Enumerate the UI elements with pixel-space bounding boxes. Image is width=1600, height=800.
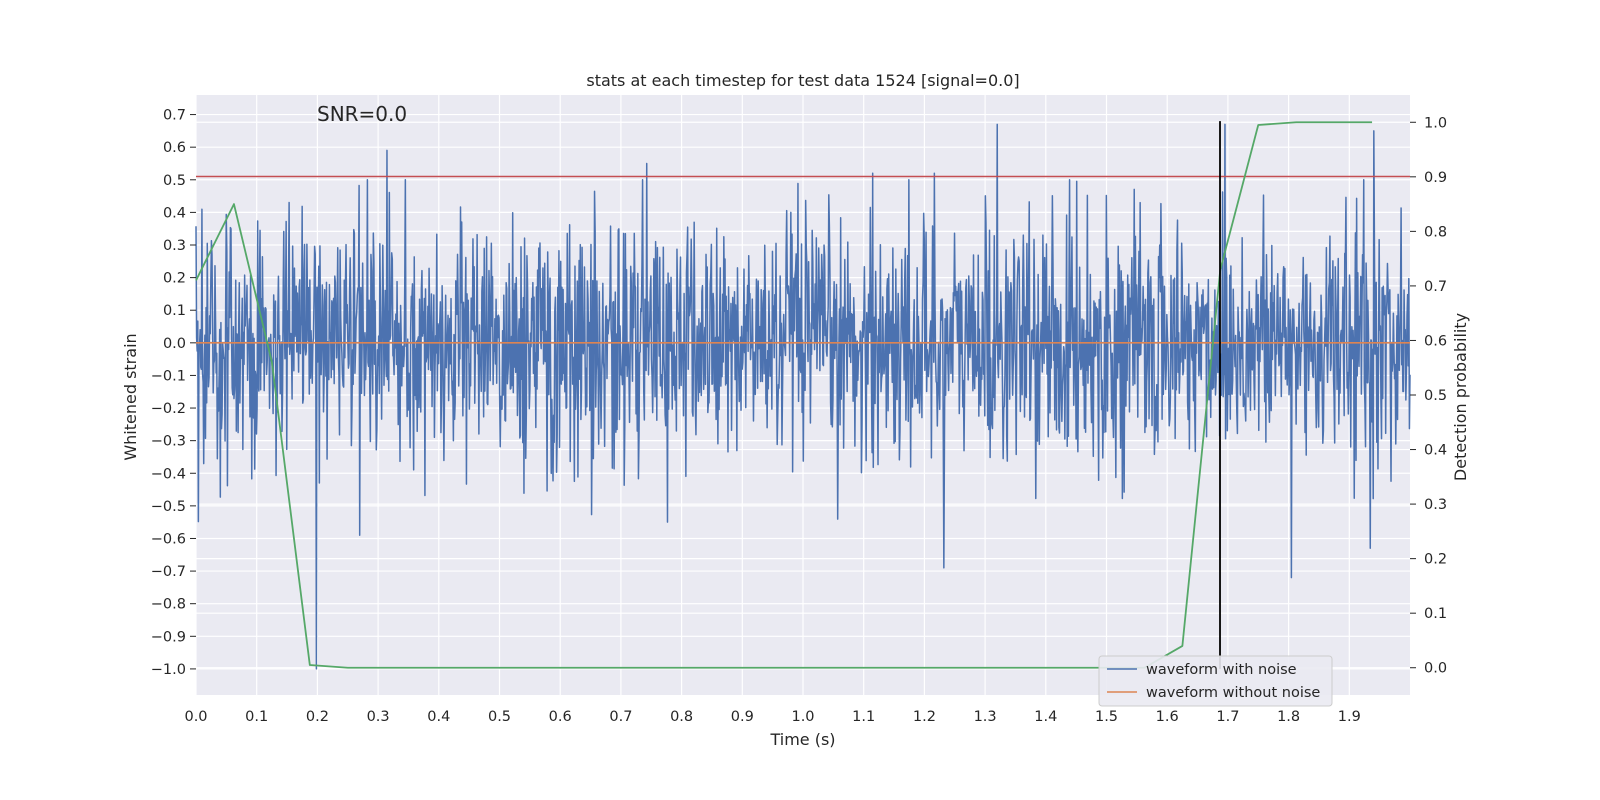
x-tick-label: 1.2 bbox=[913, 709, 936, 725]
x-tick-label: 0.3 bbox=[367, 709, 390, 725]
x-tick-label: 1.8 bbox=[1277, 709, 1300, 725]
y-tick-label: −0.4 bbox=[151, 466, 186, 482]
y-tick-label: 0.2 bbox=[163, 271, 186, 287]
y-tick-label: 0.7 bbox=[163, 108, 186, 124]
x-tick-label: 0.1 bbox=[245, 709, 268, 725]
y-tick-label: −0.9 bbox=[151, 629, 186, 645]
y-right-tick-label: 1.0 bbox=[1424, 115, 1447, 131]
x-tick-label: 0.0 bbox=[184, 709, 207, 725]
y-axis-label: Whitened strain bbox=[121, 333, 140, 460]
y-right-tick-label: 0.4 bbox=[1424, 443, 1447, 459]
y-axis-left: 0.7 0.6 0.5 0.4 0.3 0.2 0.1 0.0 −0.1 −0.2 −0.3 −0.4… bbox=[151, 108, 196, 678]
y-right-tick-label: 0.2 bbox=[1424, 552, 1447, 568]
y-right-tick-label: 0.8 bbox=[1424, 224, 1447, 240]
y-tick-label: 0.4 bbox=[163, 205, 186, 221]
x-tick-label: 0.7 bbox=[609, 709, 632, 725]
x-tick-label: 0.8 bbox=[670, 709, 693, 725]
x-tick-label: 1.6 bbox=[1156, 709, 1179, 725]
y-tick-label: −0.3 bbox=[151, 434, 186, 450]
y-right-tick-label: 0.6 bbox=[1424, 333, 1447, 349]
chart-title: stats at each timestep for test data 152… bbox=[586, 71, 1019, 90]
y-tick-label: −0.8 bbox=[151, 597, 186, 613]
y-tick-label: 0.5 bbox=[163, 173, 186, 189]
x-tick-label: 0.6 bbox=[549, 709, 572, 725]
x-axis: 0.0 0.1 0.2 0.3 0.4 0.5 0.6 0.7 0.8 0.9 1.0 1.1 1.2 1… bbox=[184, 709, 1360, 725]
x-tick-label: 0.2 bbox=[306, 709, 329, 725]
x-axis-label: Time (s) bbox=[769, 730, 835, 749]
y-tick-label: −1.0 bbox=[151, 662, 186, 678]
x-tick-label: 1.3 bbox=[974, 709, 997, 725]
y-axis-right-label: Detection probability bbox=[1451, 313, 1470, 481]
y-right-tick-label: 0.3 bbox=[1424, 497, 1447, 513]
legend-label-noise: waveform with noise bbox=[1146, 662, 1297, 678]
y-tick-label: −0.6 bbox=[151, 531, 186, 547]
snr-annotation: SNR=0.0 bbox=[317, 102, 407, 126]
y-axis-right: 1.0 0.9 0.8 0.7 0.6 0.5 0.4 0.3 0.2 0.1 0.0 bbox=[1410, 115, 1447, 677]
x-tick-label: 0.9 bbox=[731, 709, 754, 725]
y-tick-label: −0.2 bbox=[151, 401, 186, 417]
y-tick-label: 0.1 bbox=[163, 303, 186, 319]
y-right-tick-label: 0.9 bbox=[1424, 170, 1447, 186]
x-tick-label: 0.4 bbox=[427, 709, 450, 725]
x-tick-label: 1.9 bbox=[1338, 709, 1361, 725]
series-waveform-with-noise bbox=[195, 123, 1411, 670]
x-tick-label: 0.5 bbox=[488, 709, 511, 725]
y-tick-label: 0.3 bbox=[163, 238, 186, 254]
x-tick-label: 1.4 bbox=[1034, 709, 1057, 725]
x-tick-label: 1.7 bbox=[1216, 709, 1239, 725]
y-right-tick-label: 0.0 bbox=[1424, 661, 1447, 677]
x-tick-label: 1.1 bbox=[852, 709, 875, 725]
legend: waveform with noise waveform without noi… bbox=[1098, 655, 1333, 707]
y-tick-label: −0.7 bbox=[151, 564, 186, 580]
legend-box bbox=[1098, 655, 1333, 707]
legend-label-no-noise: waveform without noise bbox=[1146, 685, 1320, 701]
y-tick-label: −0.5 bbox=[151, 499, 186, 515]
y-tick-label: −0.1 bbox=[151, 368, 186, 384]
y-right-tick-label: 0.5 bbox=[1424, 388, 1447, 404]
y-tick-label: 0.0 bbox=[163, 336, 186, 352]
x-tick-label: 1.0 bbox=[791, 709, 814, 725]
y-right-tick-label: 0.7 bbox=[1424, 279, 1447, 295]
y-tick-label: 0.6 bbox=[163, 140, 186, 156]
x-tick-label: 1.5 bbox=[1095, 709, 1118, 725]
y-right-tick-label: 0.1 bbox=[1424, 606, 1447, 622]
